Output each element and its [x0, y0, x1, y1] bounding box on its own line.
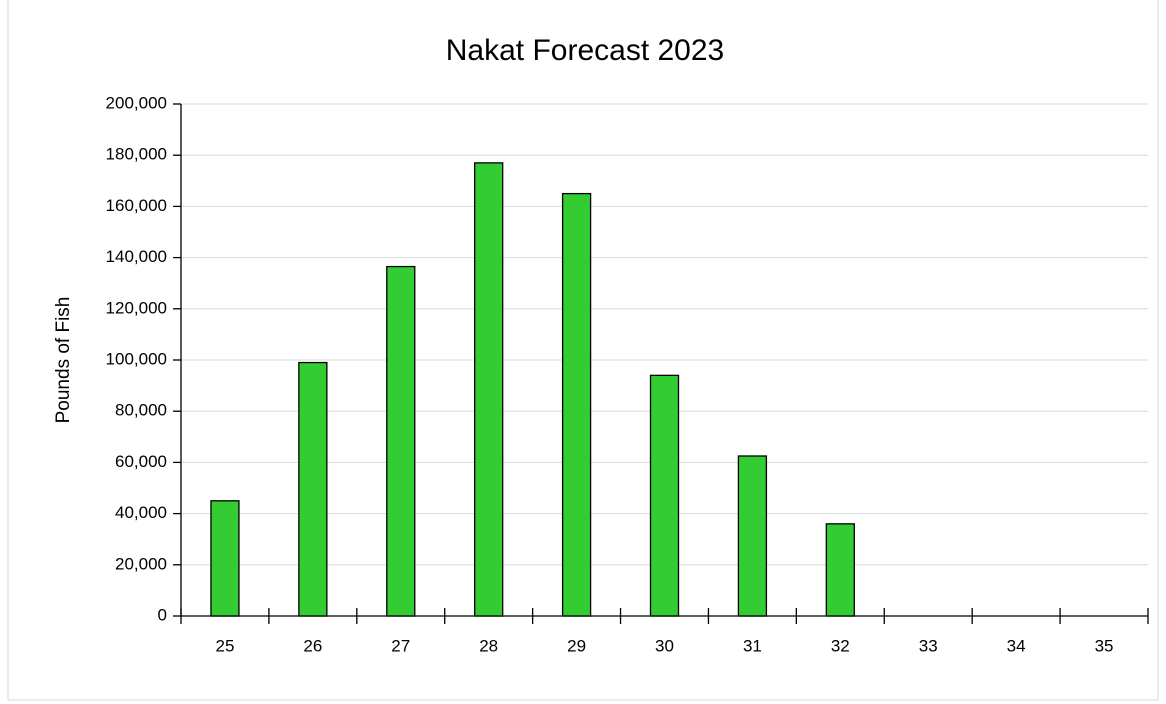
- x-tick-label: 32: [831, 636, 850, 655]
- x-tick-label: 33: [919, 636, 938, 655]
- y-tick-label: 200,000: [106, 93, 167, 112]
- x-tick-label: 28: [479, 636, 498, 655]
- bar: [737, 455, 768, 617]
- y-axis-label: Pounds of Fish: [53, 297, 74, 424]
- x-tick-label: 27: [391, 636, 410, 655]
- y-tick-label: 100,000: [106, 349, 167, 368]
- y-tick-label: 120,000: [106, 298, 167, 317]
- y-tick-label: 80,000: [115, 401, 167, 420]
- x-tick-label: 34: [1007, 636, 1026, 655]
- x-tick-label: 29: [567, 636, 586, 655]
- x-tick-label: 35: [1095, 636, 1114, 655]
- bar: [298, 361, 328, 617]
- x-tick-label: 30: [655, 636, 674, 655]
- x-tick-label: 31: [743, 636, 762, 655]
- y-tick-label: 60,000: [115, 452, 167, 471]
- bar: [825, 523, 855, 617]
- y-tick-label: 160,000: [106, 196, 167, 215]
- bar: [386, 265, 416, 617]
- y-tick-label: 140,000: [106, 247, 167, 266]
- bar: [561, 192, 592, 617]
- y-tick-label: 180,000: [106, 145, 167, 164]
- bar: [649, 374, 680, 617]
- y-tick-label: 20,000: [115, 554, 167, 573]
- bar: [474, 162, 504, 617]
- x-tick-label: 26: [303, 636, 322, 655]
- y-tick-label: 0: [158, 605, 167, 624]
- x-tick-label: 25: [215, 636, 234, 655]
- bar: [210, 500, 240, 617]
- y-tick-label: 40,000: [115, 503, 167, 522]
- chart-title: Nakat Forecast 2023: [446, 34, 724, 67]
